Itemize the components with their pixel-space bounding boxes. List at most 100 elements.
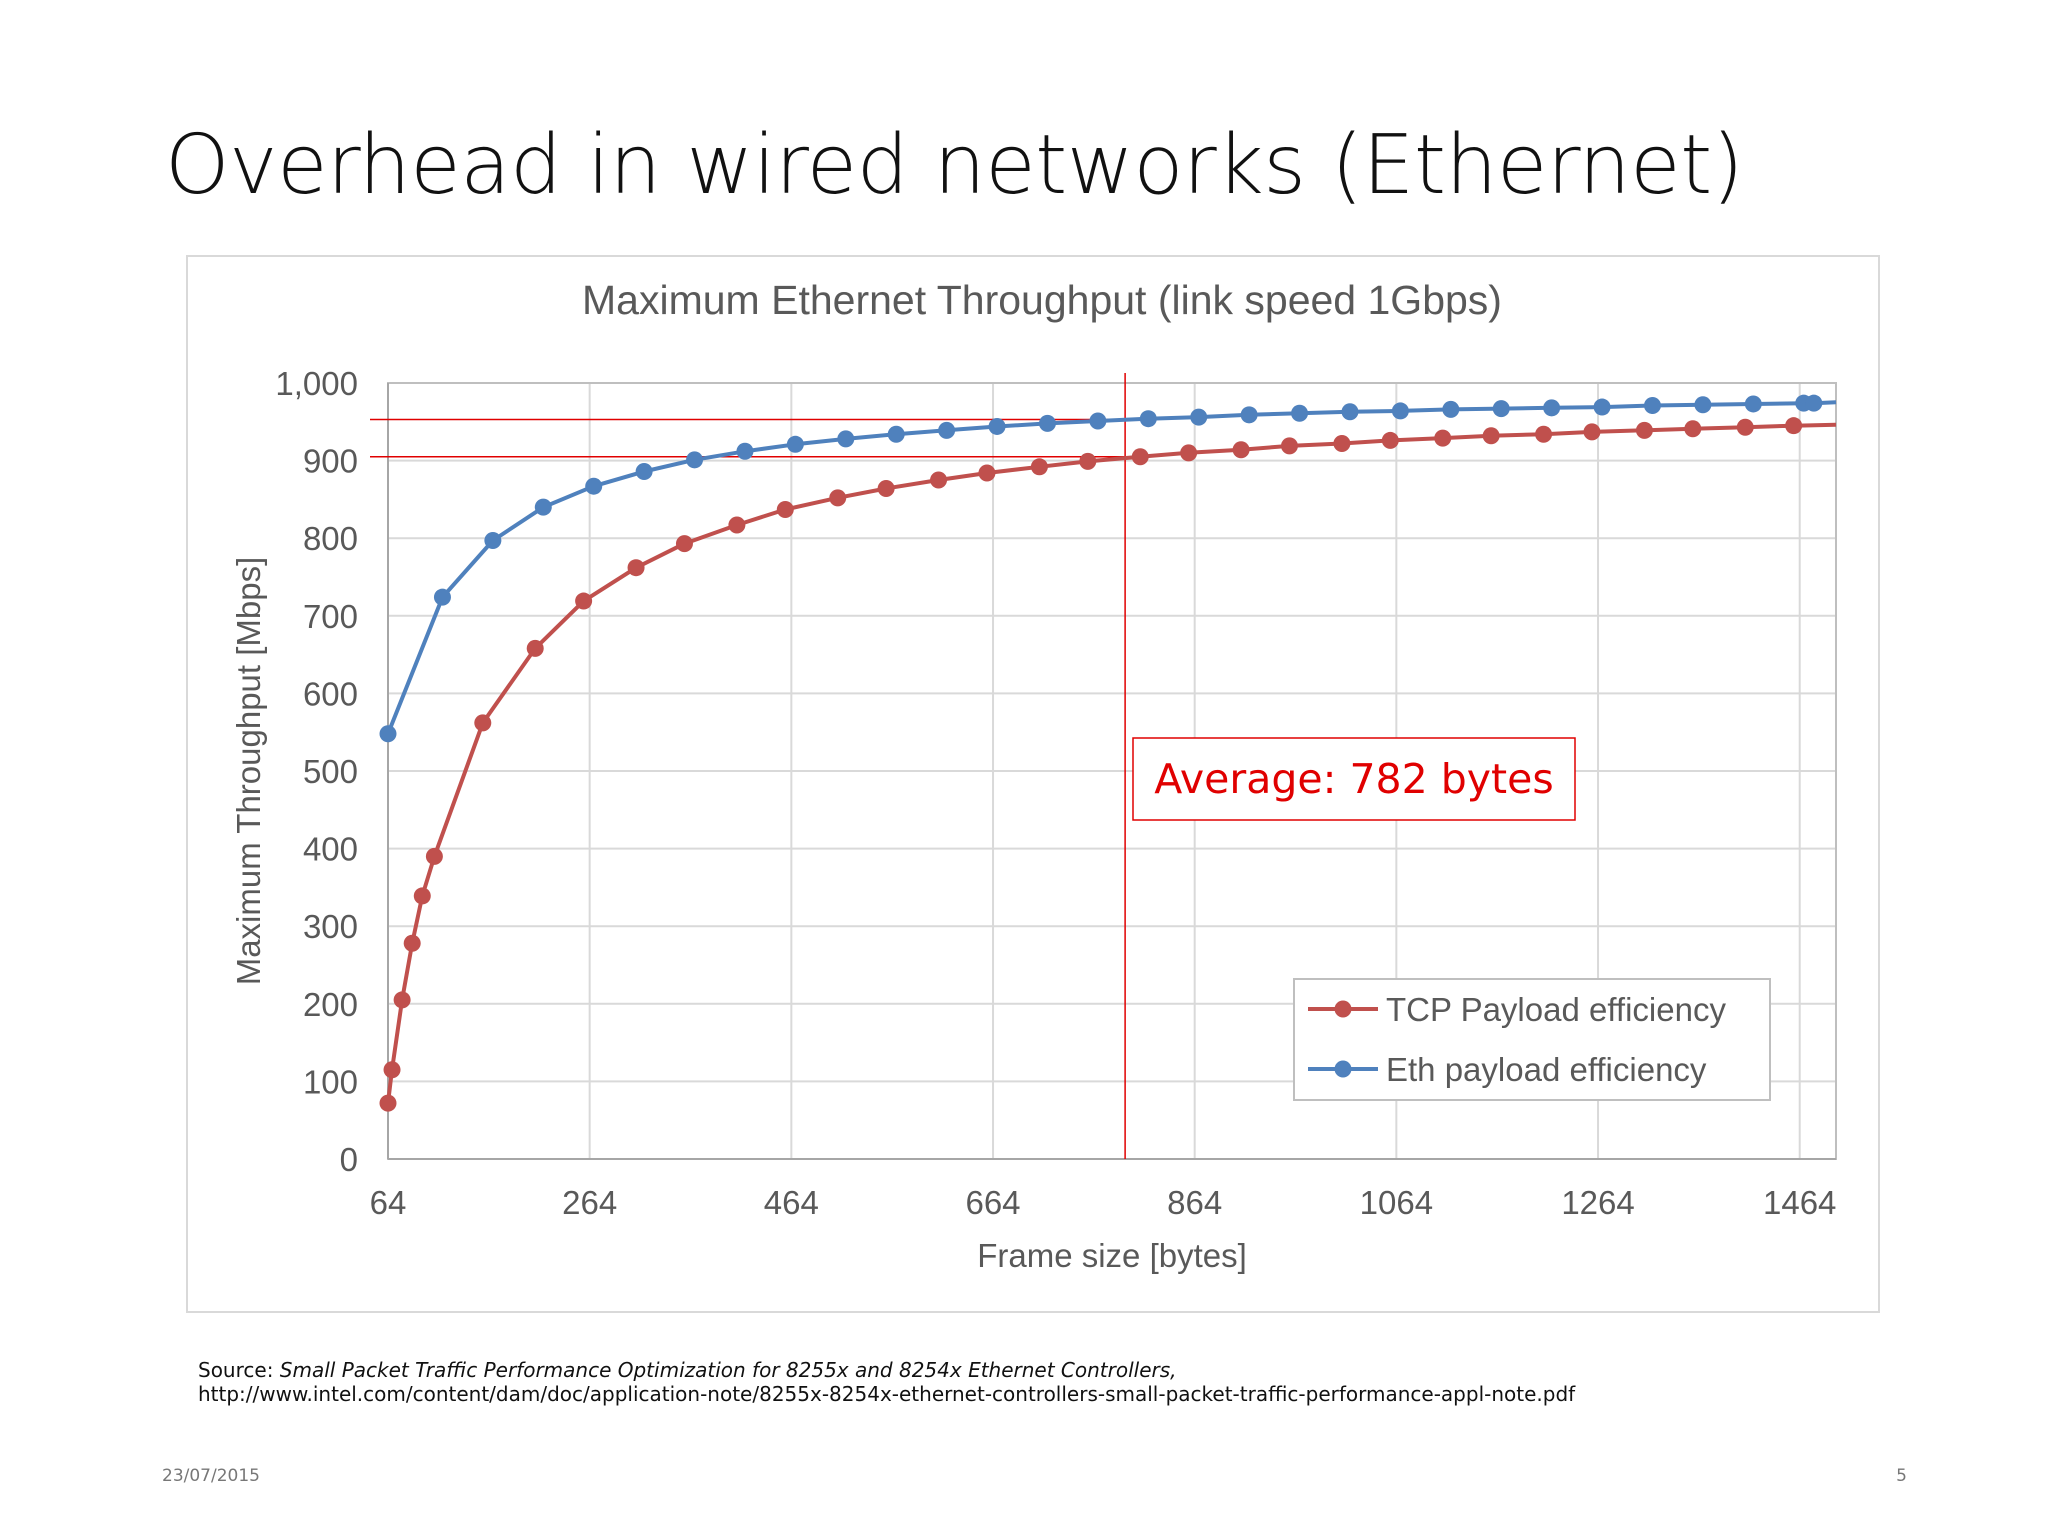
y-tick-label: 700 [303,598,358,635]
page-number: 5 [1896,1466,1907,1486]
series-tcp-payload [379,417,1837,1112]
data-point [686,451,704,469]
data-point [1180,444,1198,462]
data-point [1434,429,1452,447]
chart-title: Maximum Ethernet Throughput (link speed … [582,277,1502,323]
data-point [474,714,492,732]
x-tick-label: 64 [370,1184,407,1221]
slide-title: Overhead in wired networks (Ethernet) [165,118,1744,213]
data-point [1381,431,1399,449]
data-point [1492,400,1510,418]
x-tick-label: 264 [562,1184,617,1221]
data-point [1131,448,1149,466]
data-point [1291,404,1309,422]
x-tick-label: 464 [764,1184,819,1221]
data-point [1089,412,1107,430]
data-point [575,592,593,610]
data-point [1280,437,1298,455]
data-point [829,489,847,507]
data-point [988,417,1006,435]
data-point [1744,395,1762,413]
data-point [1139,410,1157,428]
data-point [433,588,451,606]
y-tick-label: 0 [340,1141,358,1178]
y-tick-label: 100 [303,1063,358,1100]
y-tick-label: 600 [303,675,358,712]
y-tick-label: 1,000 [275,365,358,402]
x-tick-label: 1264 [1561,1184,1634,1221]
x-tick-label: 1064 [1360,1184,1433,1221]
data-point [1391,402,1409,420]
data-point [379,1094,397,1112]
y-tick-label: 400 [303,831,358,868]
data-point [425,847,443,865]
data-point [1482,427,1500,445]
y-tick-label: 800 [303,520,358,557]
y-axis-label: Maximum Throughput [Mbps] [230,557,267,986]
series-line [386,422,1837,1104]
data-point [413,887,431,905]
data-point [1805,394,1823,412]
series-eth-payload [379,394,1837,743]
chart-frame: Maximum Ethernet Throughput (link speed … [186,255,1880,1313]
data-point [1643,397,1661,415]
data-point [930,471,948,489]
annotation-text: Average: 782 bytes [1154,755,1553,803]
data-point [938,421,956,439]
data-point [1593,398,1611,416]
legend-label: Eth payload efficiency [1386,1051,1707,1088]
data-point [887,425,905,443]
data-point [1030,458,1048,476]
legend-label: TCP Payload efficiency [1386,991,1726,1028]
data-point [776,500,794,518]
data-point [393,991,411,1009]
data-point [1535,425,1553,443]
data-point [1333,435,1351,453]
data-point [1736,418,1754,436]
data-point [635,462,653,480]
source-label: Source: [198,1358,280,1382]
footer-date: 23/07/2015 [162,1466,260,1486]
y-tick-label: 900 [303,443,358,480]
x-tick-label: 864 [1167,1184,1222,1221]
y-tick-label: 300 [303,908,358,945]
data-point [585,477,603,495]
data-point [1240,406,1258,424]
data-point [627,559,645,577]
legend-box [1293,978,1771,1101]
data-point [1190,408,1208,426]
data-point [1694,396,1712,414]
data-point [877,480,895,498]
data-point [978,464,996,482]
source-title: Small Packet Traffic Performance Optimiz… [279,1358,1177,1382]
data-point [786,435,804,453]
data-point [1038,414,1056,432]
data-point [379,725,397,743]
x-axis-label: Frame size [bytes] [977,1237,1247,1274]
series-line [386,400,1837,735]
data-point [736,442,754,460]
x-tick-label: 1464 [1763,1184,1836,1221]
data-point [1785,417,1803,435]
annotation-box [1132,737,1576,821]
x-tick-label: 664 [965,1184,1020,1221]
data-point [728,516,746,534]
data-point [1341,403,1359,421]
data-point [534,498,552,516]
data-point [526,639,544,657]
data-point [1232,441,1250,459]
throughput-chart: Maximum Ethernet Throughput (link speed … [230,277,1837,1274]
data-point [403,934,421,952]
data-point [484,532,502,550]
legend-marker [1334,1000,1352,1018]
source-citation: Source: Small Packet Traffic Performance… [198,1358,1575,1406]
y-tick-label: 500 [303,753,358,790]
source-url: http://www.intel.com/content/dam/doc/app… [198,1382,1576,1406]
data-point [837,430,855,448]
data-point [1079,452,1097,470]
data-point [1684,420,1702,438]
legend-marker [1334,1060,1352,1078]
data-point [383,1061,401,1079]
data-point [1635,421,1653,439]
y-tick-label: 200 [303,986,358,1023]
